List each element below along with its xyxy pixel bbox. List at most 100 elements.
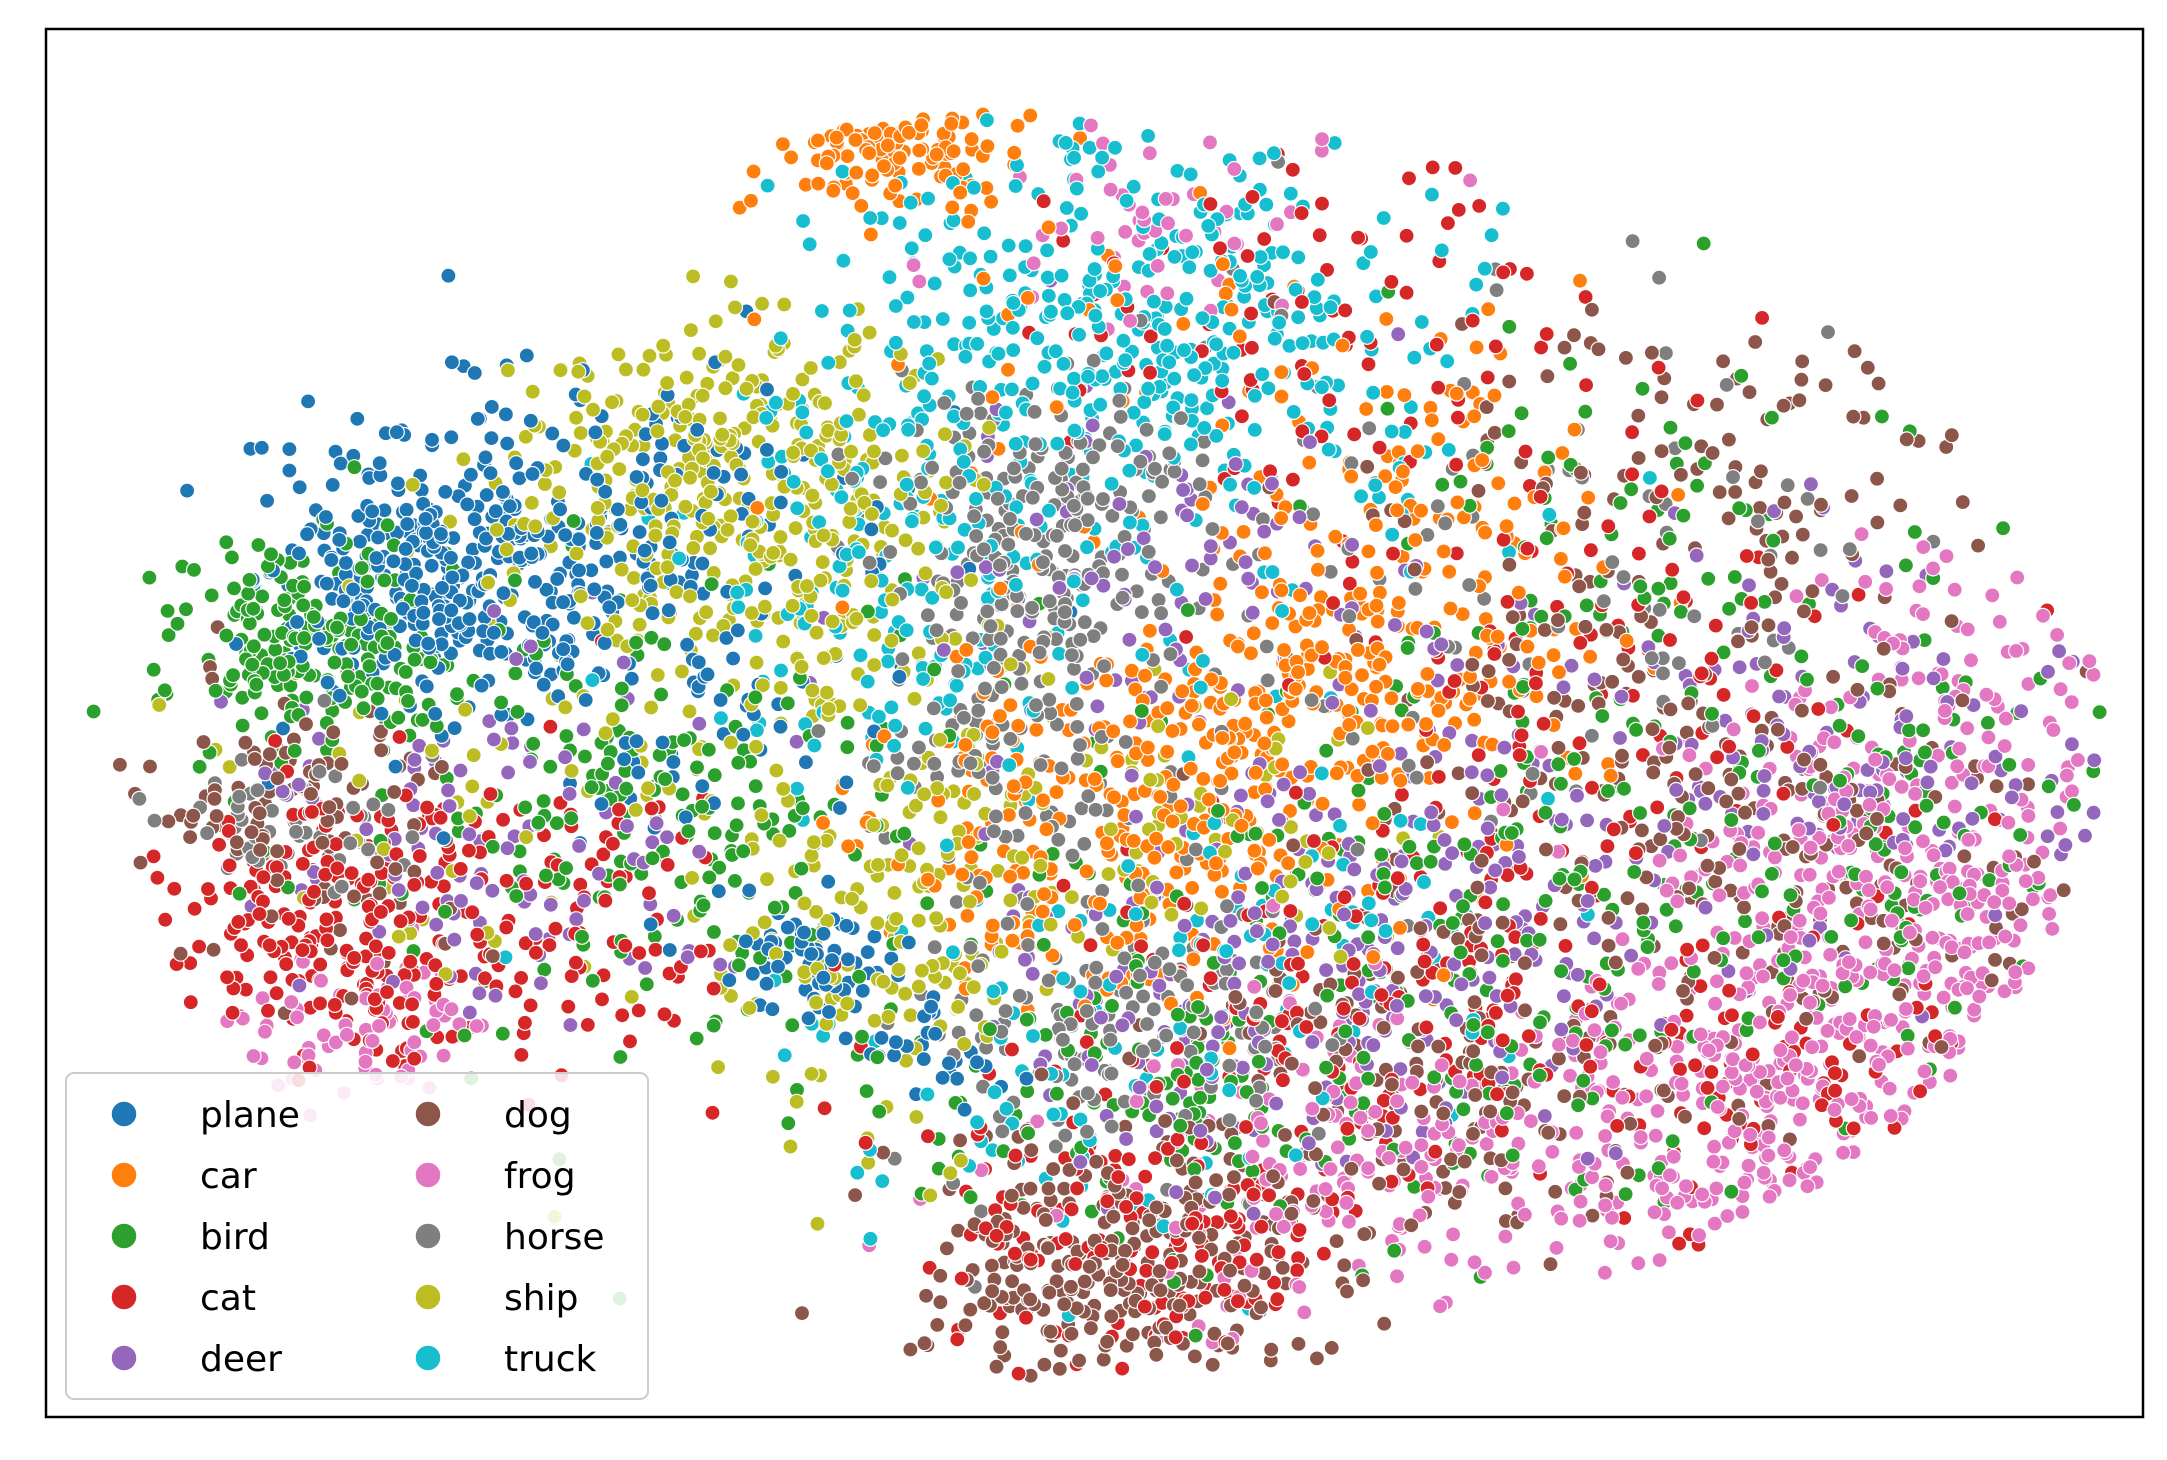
scatter-point-dog — [1338, 1283, 1356, 1300]
scatter-point-ship — [794, 371, 811, 388]
scatter-point-deer — [1232, 787, 1250, 804]
scatter-point-car — [1519, 638, 1536, 655]
scatter-point-frog — [1706, 995, 1724, 1012]
scatter-point-dog — [1619, 890, 1636, 907]
scatter-point-car — [1175, 315, 1192, 332]
scatter-point-ship — [704, 627, 722, 644]
scatter-point-truck — [1181, 259, 1198, 276]
scatter-point-bird — [1444, 914, 1461, 932]
scatter-point-plane — [398, 501, 415, 518]
scatter-point-horse — [910, 739, 928, 756]
scatter-point-deer — [1578, 812, 1596, 829]
scatter-point-dog — [1088, 1153, 1105, 1170]
scatter-point-cat — [1398, 227, 1415, 244]
scatter-point-frog — [2007, 642, 2025, 660]
scatter-point-dog — [1413, 1103, 1430, 1120]
scatter-point-deer — [1151, 977, 1168, 994]
scatter-point-cat — [1010, 1365, 1027, 1382]
scatter-point-cat — [604, 835, 622, 852]
scatter-point-cat — [614, 1007, 631, 1024]
scatter-point-dog — [1773, 575, 1790, 593]
scatter-point-truck — [1539, 790, 1557, 807]
scatter-point-cat — [319, 932, 336, 949]
scatter-point-dog — [1550, 739, 1567, 756]
scatter-point-bird — [1179, 601, 1196, 619]
scatter-point-frog — [1665, 1148, 1682, 1165]
scatter-point-car — [782, 149, 800, 166]
scatter-point-horse — [926, 755, 943, 772]
scatter-point-car — [1383, 690, 1400, 707]
scatter-point-cat — [278, 955, 295, 973]
scatter-point-plane — [259, 492, 276, 509]
scatter-point-bird — [376, 572, 393, 589]
scatter-point-car — [1168, 864, 1185, 881]
scatter-point-dog — [1783, 549, 1801, 566]
scatter-point-bird — [507, 665, 524, 682]
scatter-point-dog — [1845, 408, 1862, 425]
scatter-point-car — [1105, 789, 1123, 806]
scatter-point-cat — [1284, 471, 1302, 488]
scatter-point-frog — [1755, 1164, 1772, 1181]
scatter-point-bird — [656, 636, 673, 653]
scatter-point-dog — [1672, 466, 1690, 483]
scatter-point-bird — [1250, 1053, 1267, 1070]
scatter-point-bird — [1994, 520, 2012, 537]
scatter-point-ship — [910, 645, 927, 662]
scatter-point-frog — [2042, 886, 2059, 904]
scatter-point-horse — [1615, 568, 1632, 586]
scatter-point-dog — [1464, 1125, 1482, 1143]
scatter-point-cat — [464, 904, 481, 921]
scatter-point-cat — [1177, 628, 1195, 646]
scatter-point-truck — [712, 709, 730, 727]
scatter-point-deer — [1894, 660, 1911, 677]
scatter-point-frog — [2044, 920, 2061, 938]
scatter-point-car — [1159, 743, 1176, 760]
scatter-point-ship — [1002, 892, 1019, 909]
scatter-point-frog — [1522, 1112, 1540, 1130]
scatter-point-cat — [224, 1004, 241, 1021]
scatter-point-bird — [766, 899, 783, 916]
scatter-point-truck — [1363, 912, 1380, 929]
scatter-point-ship — [611, 461, 628, 478]
scatter-point-frog — [1924, 929, 1941, 946]
scatter-point-dog — [1276, 1126, 1294, 1144]
scatter-point-car — [844, 185, 861, 202]
scatter-point-bird — [1900, 960, 1917, 977]
scatter-point-cat — [157, 911, 174, 928]
scatter-point-bird — [1667, 918, 1684, 935]
scatter-point-car — [1350, 796, 1368, 813]
scatter-point-horse — [1724, 469, 1742, 486]
scatter-point-cat — [1663, 1021, 1680, 1038]
scatter-point-bird — [1399, 639, 1416, 657]
scatter-point-dog — [331, 921, 349, 939]
scatter-point-plane — [873, 1029, 890, 1047]
scatter-point-ship — [980, 419, 998, 436]
scatter-point-horse — [962, 939, 979, 956]
scatter-point-car — [1264, 614, 1281, 632]
scatter-point-dog — [1328, 1232, 1345, 1250]
scatter-point-dog — [1843, 487, 1860, 505]
scatter-point-bird — [1935, 814, 1952, 831]
scatter-points — [85, 106, 2108, 1384]
scatter-point-car — [1396, 387, 1413, 404]
scatter-point-deer — [1121, 631, 1138, 648]
scatter-point-ship — [730, 356, 747, 374]
scatter-point-frog — [1788, 588, 1805, 605]
scatter-point-frog — [1959, 621, 1976, 638]
scatter-point-dog — [433, 758, 450, 776]
scatter-point-cat — [1495, 264, 1512, 281]
scatter-point-bird — [1615, 780, 1633, 797]
scatter-point-plane — [518, 347, 535, 364]
scatter-point-dog — [1550, 1050, 1568, 1067]
scatter-point-dog — [917, 1287, 935, 1304]
scatter-point-truck — [891, 214, 908, 232]
scatter-point-truck — [1056, 291, 1073, 308]
scatter-point-truck — [1145, 293, 1163, 310]
scatter-point-dog — [1556, 339, 1573, 356]
scatter-point-car — [1392, 772, 1409, 789]
scatter-point-bird — [535, 792, 552, 810]
scatter-point-truck — [948, 677, 965, 694]
scatter-point-bird — [2001, 756, 2018, 773]
scatter-point-ship — [748, 654, 765, 671]
